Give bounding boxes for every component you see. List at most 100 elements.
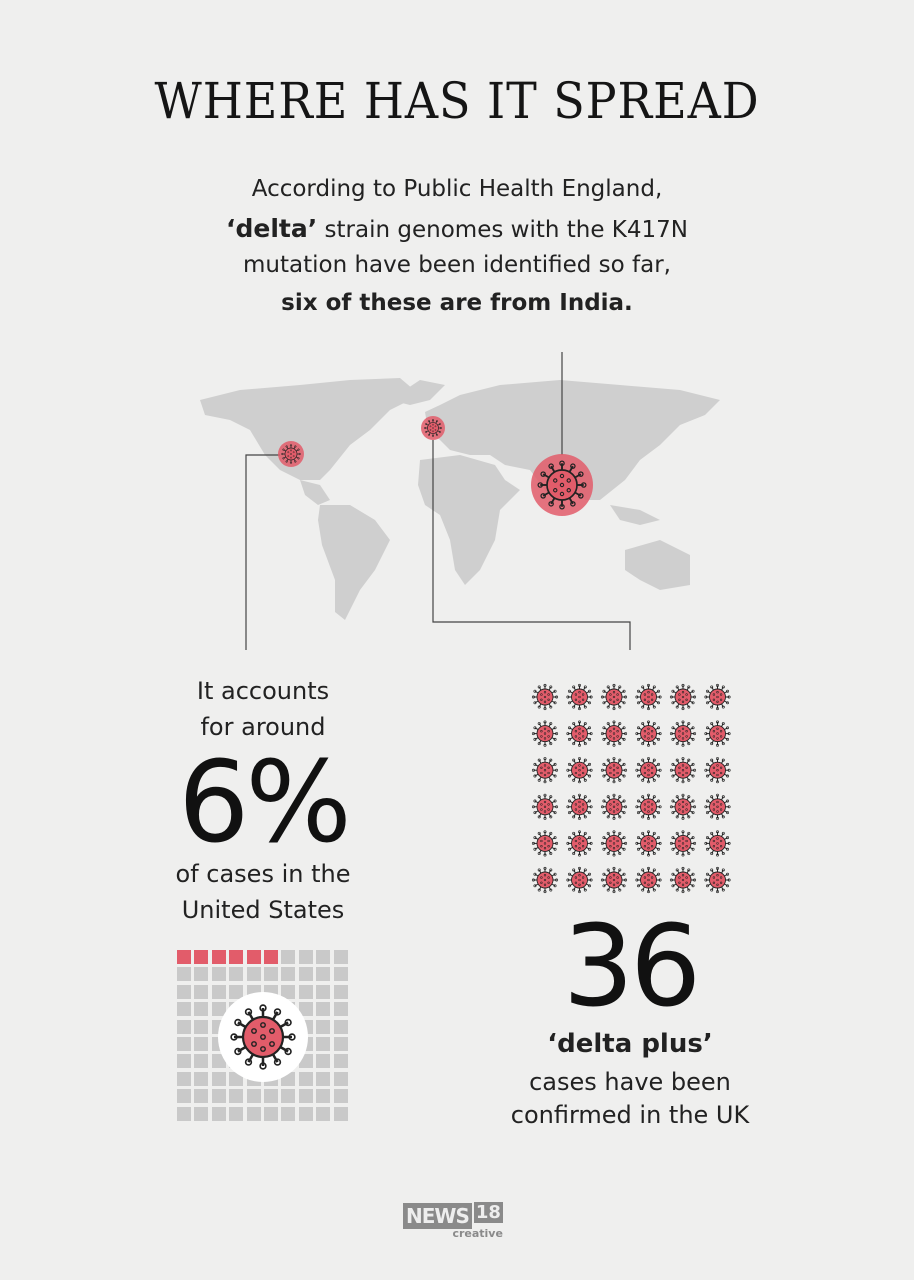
virus-icon bbox=[566, 757, 593, 784]
virus-badge bbox=[218, 992, 308, 1082]
percent-value: 6% bbox=[178, 738, 352, 868]
virus-icon bbox=[531, 866, 559, 894]
grid-cell bbox=[211, 1106, 226, 1121]
virus-icon bbox=[704, 683, 731, 711]
virus-icon bbox=[531, 830, 559, 857]
grid-cell bbox=[229, 1089, 244, 1104]
delta-label: ‘delta’ bbox=[226, 214, 318, 243]
grid-cell bbox=[194, 1071, 209, 1086]
virus-icon bbox=[635, 793, 662, 820]
virus-icon bbox=[704, 793, 731, 820]
virus-icon bbox=[566, 720, 593, 747]
grid-cell bbox=[316, 1019, 331, 1034]
left-line-1: It accounts bbox=[196, 677, 330, 705]
grid-cell bbox=[281, 950, 296, 964]
grid-cell bbox=[298, 1071, 313, 1086]
intro-line-2: ‘delta’ strain genomes with the K417N bbox=[0, 214, 914, 243]
virus-icon bbox=[600, 720, 628, 747]
grid-cell-highlighted bbox=[264, 950, 278, 964]
grid-cell bbox=[194, 1054, 209, 1069]
grid-cell bbox=[177, 1037, 191, 1051]
virus-icon bbox=[704, 720, 731, 747]
logo-sub: creative bbox=[452, 1227, 503, 1240]
grid-cell bbox=[333, 1089, 348, 1104]
grid-cell bbox=[177, 1089, 191, 1104]
grid-cell bbox=[177, 1071, 191, 1086]
grid-cell-highlighted bbox=[177, 950, 191, 964]
virus-icon bbox=[669, 720, 697, 747]
intro-line-2-text: strain genomes with the K417N bbox=[317, 217, 688, 243]
virus-icon-uk bbox=[424, 419, 442, 437]
grid-cell-highlighted bbox=[194, 950, 209, 964]
grid-cell bbox=[177, 967, 191, 982]
intro-line-1: According to Public Health England, bbox=[251, 176, 663, 202]
grid-cell-highlighted bbox=[229, 950, 244, 964]
grid-cell bbox=[177, 1019, 191, 1034]
virus-icon bbox=[600, 683, 628, 711]
grid-cell bbox=[194, 984, 209, 999]
grid-cell bbox=[246, 1089, 261, 1104]
continents bbox=[200, 378, 720, 620]
grid-cell bbox=[316, 1071, 331, 1086]
delta-plus-label: ‘delta plus’ bbox=[547, 1029, 713, 1059]
virus-icon bbox=[600, 866, 628, 894]
grid-cell bbox=[194, 1089, 209, 1104]
virus-icon bbox=[566, 683, 593, 711]
grid-cell-highlighted bbox=[211, 950, 226, 964]
grid-cell bbox=[316, 1054, 331, 1069]
grid-cell bbox=[194, 967, 209, 982]
virus-icon bbox=[531, 683, 559, 711]
grid-cell bbox=[333, 1054, 348, 1069]
grid-cell bbox=[316, 1089, 331, 1104]
grid-cell bbox=[246, 967, 261, 982]
grid-cell bbox=[281, 1106, 296, 1121]
virus-icon bbox=[669, 866, 697, 894]
grid-cell bbox=[298, 950, 313, 964]
grid-cell bbox=[246, 1106, 261, 1121]
virus-icon bbox=[635, 720, 662, 747]
virus-icon bbox=[600, 757, 628, 784]
grid-cell bbox=[298, 984, 313, 999]
grid-cell bbox=[298, 1106, 313, 1121]
virus-icon bbox=[669, 830, 697, 857]
grid-cell bbox=[229, 984, 244, 999]
news18-creative-logo: NEWS 18 creative bbox=[403, 1202, 503, 1240]
grid-cell bbox=[333, 1002, 348, 1017]
grid-cell bbox=[333, 1071, 348, 1086]
grid-cell bbox=[194, 1002, 209, 1017]
grid-cell bbox=[333, 1019, 348, 1034]
grid-cell bbox=[316, 1106, 331, 1121]
grid-cell bbox=[177, 1002, 191, 1017]
logo-number: 18 bbox=[473, 1202, 503, 1223]
virus-icon bbox=[704, 830, 731, 857]
left-line-2: for around bbox=[200, 713, 326, 741]
virus-icon bbox=[704, 757, 731, 784]
virus-icon bbox=[635, 866, 662, 894]
grid-cell bbox=[177, 1054, 191, 1069]
grid-cell bbox=[264, 967, 278, 982]
grid-cell bbox=[211, 1071, 226, 1086]
virus-icon bbox=[635, 683, 662, 711]
grid-cell bbox=[194, 1106, 209, 1121]
grid-cell bbox=[281, 967, 296, 982]
page-title: WHERE HAS IT SPREAD bbox=[154, 72, 760, 130]
virus-icon bbox=[566, 866, 593, 894]
grid-cell bbox=[194, 1019, 209, 1034]
grid-cell bbox=[281, 984, 296, 999]
grid-cell bbox=[316, 1037, 331, 1051]
grid-cell bbox=[298, 1002, 313, 1017]
grid-cell bbox=[211, 1089, 226, 1104]
virus-icon bbox=[669, 793, 697, 820]
grid-cell bbox=[194, 1037, 209, 1051]
virus-icon bbox=[566, 830, 593, 857]
left-line-3: of cases in the bbox=[175, 860, 351, 888]
right-line-2: confirmed in the UK bbox=[510, 1101, 750, 1129]
virus-icon bbox=[531, 757, 559, 784]
grid-cell bbox=[333, 967, 348, 982]
grid-cell bbox=[264, 1089, 278, 1104]
connector-lines bbox=[245, 352, 631, 650]
virus-icon bbox=[635, 757, 662, 784]
virus-icon bbox=[669, 757, 697, 784]
grid-cell bbox=[211, 1002, 226, 1017]
